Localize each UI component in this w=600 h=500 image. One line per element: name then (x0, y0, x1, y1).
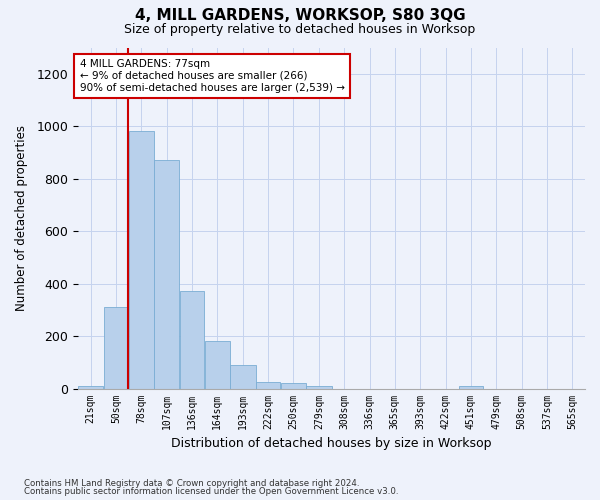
Text: Contains HM Land Registry data © Crown copyright and database right 2024.: Contains HM Land Registry data © Crown c… (24, 478, 359, 488)
X-axis label: Distribution of detached houses by size in Worksop: Distribution of detached houses by size … (171, 437, 492, 450)
Text: Contains public sector information licensed under the Open Government Licence v3: Contains public sector information licen… (24, 487, 398, 496)
Bar (205, 342, 230, 388)
Text: 4 MILL GARDENS: 77sqm
← 9% of detached houses are smaller (266)
90% of semi-deta: 4 MILL GARDENS: 77sqm ← 9% of detached h… (80, 60, 345, 92)
Y-axis label: Number of detached properties: Number of detached properties (15, 125, 28, 311)
Bar (128, 132, 154, 388)
Text: Size of property relative to detached houses in Worksop: Size of property relative to detached ho… (124, 22, 476, 36)
Bar (180, 292, 204, 388)
Bar (256, 382, 280, 388)
Bar (458, 386, 483, 388)
Text: 4, MILL GARDENS, WORKSOP, S80 3QG: 4, MILL GARDENS, WORKSOP, S80 3QG (134, 8, 466, 22)
Bar (307, 386, 332, 388)
Bar (154, 160, 179, 388)
Bar (281, 384, 306, 388)
Bar (78, 386, 103, 388)
Bar (104, 307, 128, 388)
Bar (230, 365, 256, 388)
